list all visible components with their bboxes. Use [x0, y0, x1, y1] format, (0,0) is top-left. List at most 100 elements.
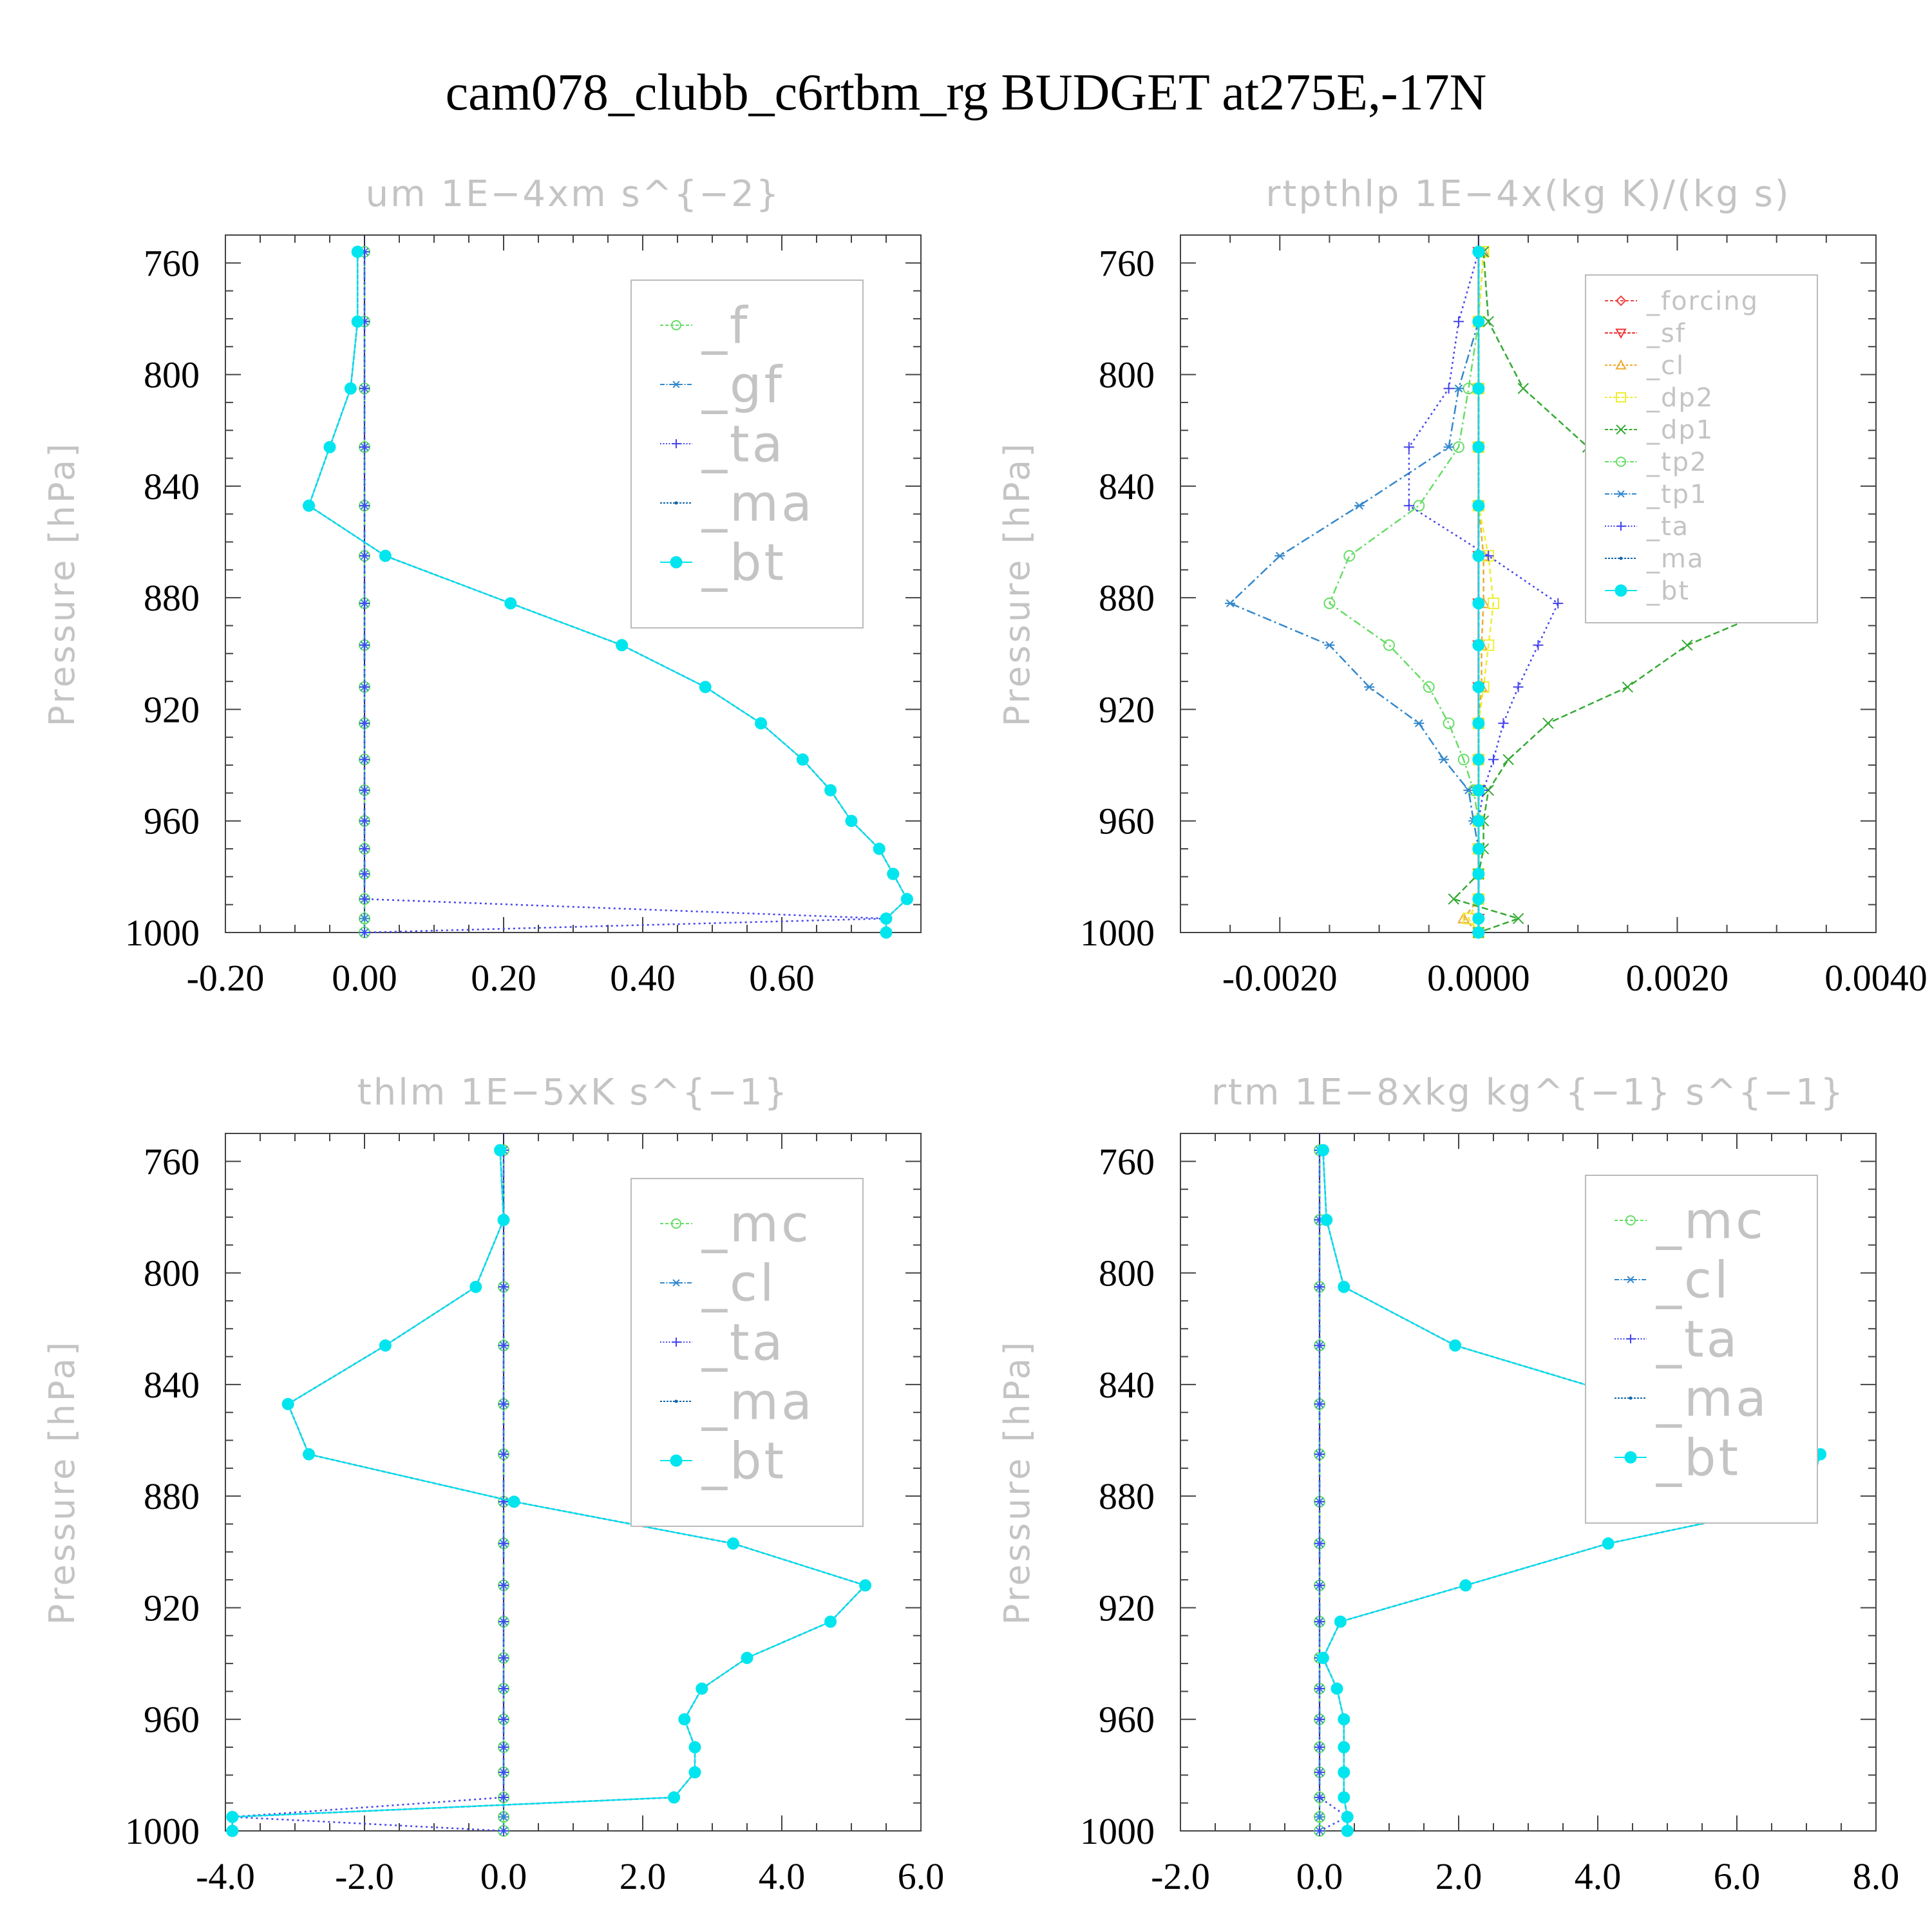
data-point [668, 1791, 681, 1804]
y-tick-label: 760 [1099, 242, 1155, 284]
legend-marker [1626, 1334, 1635, 1343]
y-tick-label: 960 [1099, 800, 1155, 842]
x-tick-label: 0.0000 [1427, 957, 1530, 999]
data-point [1338, 1280, 1350, 1293]
data-point [498, 1767, 509, 1778]
data-point [469, 1280, 482, 1293]
data-point [1338, 1741, 1350, 1754]
data-point [1316, 1651, 1329, 1664]
data-point [1341, 1810, 1354, 1823]
legend-entry-label: _ta [1656, 1311, 1739, 1368]
legend-entry-label: _bt [1646, 576, 1690, 606]
legend-box [630, 1178, 864, 1527]
data-point [379, 549, 392, 562]
legend-marker [1616, 490, 1625, 498]
x-tick-label: -2.0 [335, 1855, 394, 1897]
legend-entry-label: _ma [1646, 544, 1704, 574]
data-point [900, 893, 913, 905]
data-point [880, 912, 893, 925]
legend-marker [1616, 522, 1625, 531]
legend-marker [1615, 359, 1627, 370]
data-point [507, 1495, 520, 1508]
x-tick-label: 0.00 [332, 957, 397, 999]
legend-entry-label: _dp1 [1646, 415, 1714, 445]
data-point [1602, 1537, 1615, 1550]
data-point [1472, 717, 1485, 730]
legend-marker [1616, 457, 1626, 467]
data-point [1472, 893, 1485, 905]
x-tick-label: 2.0 [620, 1855, 667, 1897]
data-point [616, 639, 629, 652]
data-point [1320, 1213, 1333, 1226]
legend-marker [671, 320, 681, 330]
data-point [1314, 1683, 1325, 1694]
series-line [363, 252, 887, 934]
x-tick-label: 0.0020 [1626, 957, 1729, 999]
data-point [1443, 717, 1455, 730]
legend-entry-label: _bt [701, 534, 786, 592]
data-point [498, 1826, 509, 1836]
data-point [1403, 500, 1414, 511]
data-point [1331, 1682, 1343, 1695]
data-point [1338, 1713, 1350, 1726]
data-point [1472, 549, 1485, 562]
data-point [726, 1537, 739, 1550]
legend-marker [670, 556, 683, 569]
x-tick-label: 4.0 [1575, 1855, 1622, 1897]
legend-marker [672, 381, 681, 388]
legend-entry-label: _bt [701, 1432, 786, 1490]
y-axis-label: Pressure [hPa] [997, 1340, 1037, 1625]
data-point [688, 1766, 701, 1779]
x-tick-label: 0.0 [1296, 1855, 1343, 1897]
y-tick-label: 920 [1099, 1587, 1155, 1629]
y-tick-label: 1000 [125, 912, 200, 954]
data-point [344, 382, 357, 395]
y-axis-label: Pressure [hPa] [997, 441, 1037, 726]
series-line [1318, 1150, 1349, 1832]
data-point [873, 842, 886, 855]
data-point [1334, 1615, 1347, 1628]
data-point [1483, 551, 1494, 562]
data-point [824, 1615, 837, 1628]
legend-marker [1625, 1215, 1636, 1226]
data-point [1472, 597, 1485, 610]
legend-marker [674, 501, 678, 505]
data-point [498, 1714, 509, 1725]
legend-entry-label: _bt [1656, 1429, 1741, 1487]
legend-entry-label: _ta [1646, 512, 1689, 542]
data-point [1338, 1791, 1350, 1804]
data-point [498, 1653, 509, 1663]
legend-marker [672, 1279, 681, 1287]
data-point [1472, 639, 1485, 652]
data-point [1324, 641, 1335, 650]
data-point [359, 383, 370, 394]
y-tick-label: 800 [1099, 354, 1155, 396]
data-point [1448, 893, 1459, 905]
legend-marker [670, 1454, 683, 1467]
legend-entry-label: _ma [701, 1373, 815, 1431]
data-point [1364, 683, 1375, 692]
data-point [226, 1810, 239, 1823]
series-bt [226, 1144, 872, 1837]
legend-entry-label: _ta [701, 415, 785, 473]
data-point [1542, 717, 1554, 729]
data-point [1488, 754, 1499, 765]
data-point [498, 1538, 509, 1549]
x-tick-label: -0.20 [187, 957, 265, 999]
panel-title: rtpthlp 1E−4x(kg K)/(kg s) [1265, 173, 1790, 215]
data-point [1472, 784, 1485, 797]
data-point [1343, 550, 1356, 562]
data-point [1488, 597, 1499, 609]
data-point [1472, 842, 1485, 855]
y-tick-label: 920 [1099, 688, 1155, 730]
y-tick-label: 880 [1099, 577, 1155, 619]
data-point [1314, 1767, 1325, 1778]
y-tick-label: 1000 [1080, 912, 1155, 954]
y-tick-label: 920 [144, 688, 200, 730]
y-tick-label: 840 [144, 466, 200, 507]
data-point [1274, 551, 1285, 560]
legend-marker [1615, 584, 1627, 597]
y-tick-label: 1000 [1080, 1810, 1155, 1852]
data-point [859, 1579, 872, 1592]
data-point [1553, 598, 1564, 609]
